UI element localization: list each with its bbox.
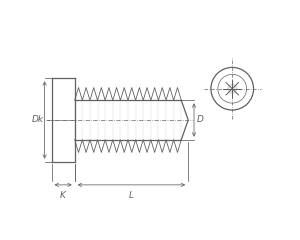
Text: L: L (129, 191, 134, 200)
Text: D: D (196, 115, 203, 125)
Text: Dk: Dk (32, 115, 44, 125)
Polygon shape (75, 100, 181, 140)
Polygon shape (227, 84, 237, 94)
Polygon shape (181, 100, 188, 140)
Text: K: K (60, 191, 66, 200)
Polygon shape (52, 78, 75, 162)
Circle shape (211, 67, 253, 110)
